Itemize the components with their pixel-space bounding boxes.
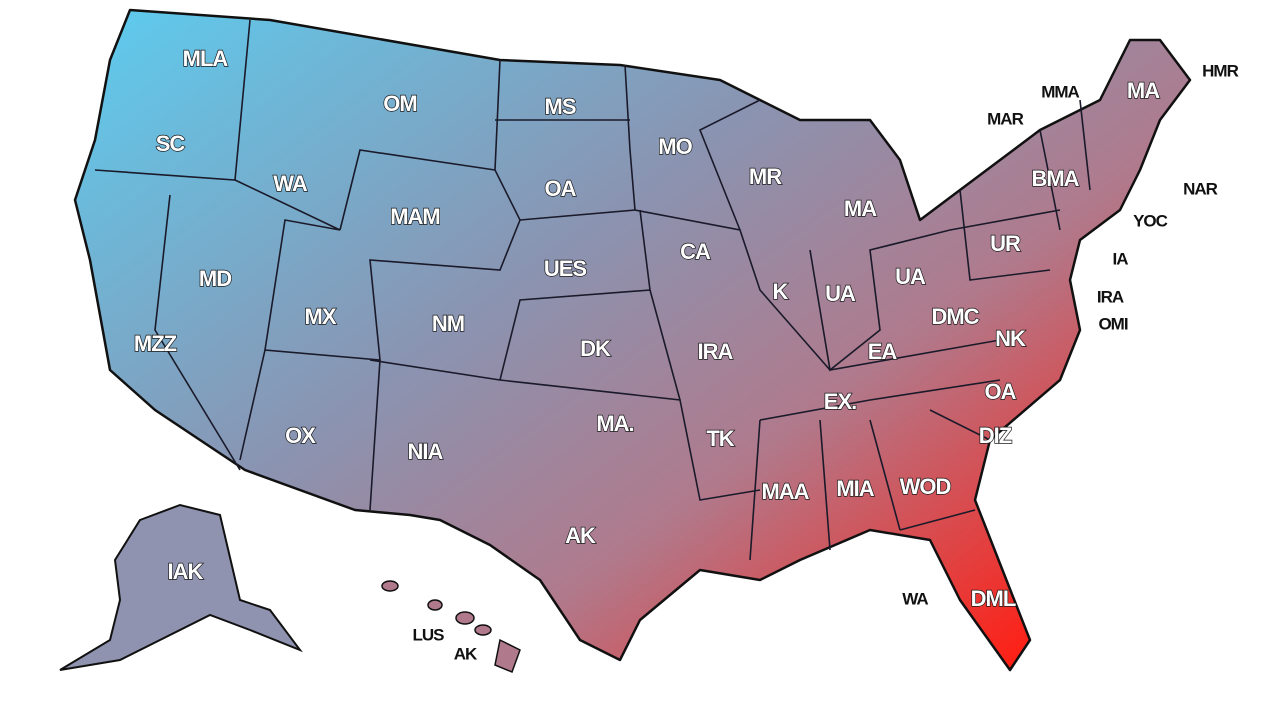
state-label: NK	[995, 326, 1026, 351]
state-label: IAK	[168, 559, 204, 584]
state-label: DIZ	[979, 423, 1012, 448]
state-label: TK	[706, 426, 734, 451]
state-label: OA	[545, 176, 577, 201]
state-label: MR	[749, 164, 782, 189]
state-label: MMA	[1041, 82, 1079, 101]
state-label: MO	[658, 134, 692, 159]
state-label: MA	[1127, 78, 1160, 103]
state-label: OM	[383, 91, 416, 116]
state-label: NM	[432, 311, 464, 336]
state-label: K	[773, 279, 789, 304]
state-label: IRA	[698, 339, 734, 364]
state-label: UA	[825, 281, 856, 306]
state-label: MAM	[390, 204, 440, 229]
state-label: IRA	[1097, 287, 1124, 306]
state-borders	[94, 19, 1091, 561]
state-label: UES	[544, 256, 587, 281]
state-label: WOD	[900, 474, 951, 499]
state-label: AK	[565, 523, 596, 548]
state-label: MA.	[596, 411, 633, 436]
state-label: DML	[971, 586, 1016, 611]
state-label: NIA	[408, 439, 444, 464]
hawaii	[381, 580, 521, 673]
state-label: SC	[156, 131, 186, 156]
state-label: AK	[454, 644, 478, 663]
state-label: MIA	[836, 476, 874, 501]
state-label: MZZ	[134, 331, 177, 356]
state-label: OX	[285, 423, 316, 448]
state-label: NAR	[1183, 179, 1218, 198]
state-label: OA	[985, 379, 1017, 404]
state-label: LUS	[413, 625, 445, 644]
state-label: HMR	[1202, 61, 1238, 80]
state-label: YOC	[1133, 211, 1168, 230]
state-label: UA	[895, 264, 926, 289]
state-label: MAA	[761, 479, 809, 504]
state-label: WA	[273, 171, 308, 196]
state-label: CA	[680, 239, 711, 264]
state-label: DMC	[931, 304, 979, 329]
state-label: MAR	[987, 109, 1023, 128]
state-label: MX	[305, 304, 337, 329]
state-label: MD	[199, 266, 231, 291]
state-label: IA	[1113, 249, 1129, 268]
state-label: UR	[990, 231, 1021, 256]
state-label: OMI	[1098, 314, 1127, 333]
state-label: WA	[902, 589, 928, 608]
state-label: EA	[868, 339, 898, 364]
state-label: MA	[844, 196, 877, 221]
state-label: EX.	[824, 389, 856, 414]
state-label: MS	[545, 94, 576, 119]
state-label: BMA	[1031, 166, 1079, 191]
state-label: DK	[580, 336, 611, 361]
alaska	[59, 503, 303, 671]
state-label: MLA	[183, 46, 229, 71]
